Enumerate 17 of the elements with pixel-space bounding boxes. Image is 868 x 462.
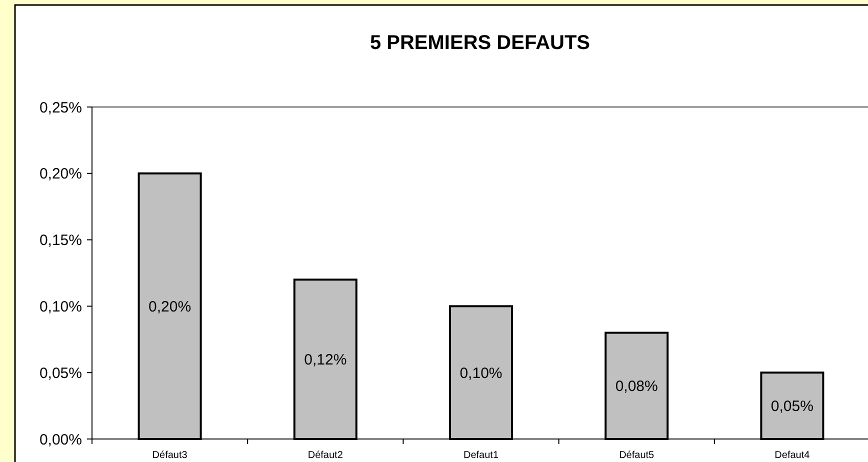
x-tick-label: Defaut4 [774, 450, 810, 461]
chart-title: 5 PREMIERS DEFAUTS [370, 32, 590, 54]
x-tick-label: Défaut3 [152, 450, 188, 461]
data-label: 0,12% [304, 352, 347, 369]
data-label: 0,20% [148, 298, 192, 316]
data-label: 0,10% [460, 364, 502, 382]
x-tick-label: Defaut1 [463, 450, 499, 461]
data-label: 0,05% [770, 398, 814, 416]
y-tick-label: 0,05% [39, 364, 82, 382]
y-tick-label: 0,15% [39, 232, 82, 250]
y-tick-label: 0,00% [39, 431, 82, 448]
y-tick-label: 0,25% [39, 99, 82, 116]
y-tick-label: 0,10% [39, 298, 82, 316]
x-tick-label: Défaut2 [308, 450, 344, 461]
x-tick-label: Défaut5 [619, 450, 655, 461]
data-label: 0,08% [615, 378, 658, 396]
y-tick-label: 0,20% [39, 166, 82, 183]
